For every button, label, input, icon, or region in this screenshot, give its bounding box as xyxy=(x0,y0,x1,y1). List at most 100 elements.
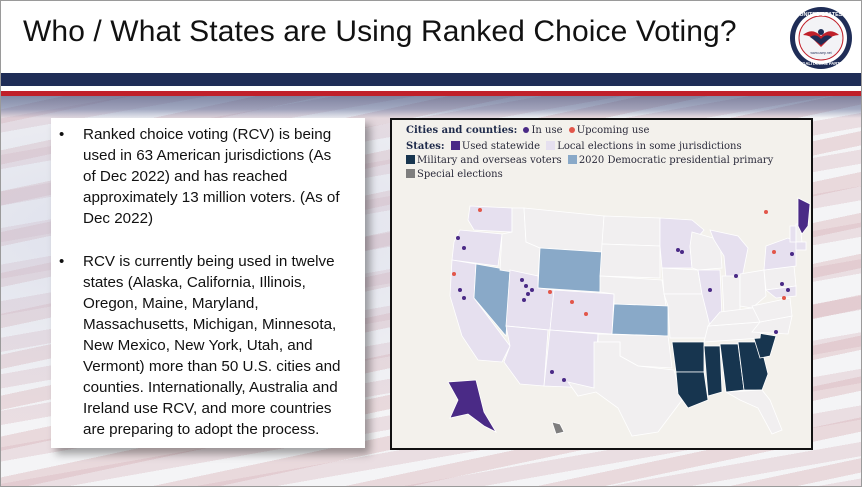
city-dot xyxy=(786,288,790,292)
city-dot xyxy=(530,288,534,292)
state-north-dakota xyxy=(601,215,661,247)
local-swatch-icon xyxy=(546,141,556,150)
state-iowa xyxy=(661,267,703,295)
state-alaska xyxy=(447,379,498,433)
bullet-1-text: Ranked choice voting (RCV) is being used… xyxy=(83,124,363,229)
city-dot xyxy=(458,288,462,292)
state-missouri xyxy=(663,293,711,339)
state-vermont xyxy=(789,225,797,243)
city-dot xyxy=(526,292,530,296)
state-hawaii xyxy=(551,421,565,435)
city-dot xyxy=(764,210,768,214)
in-use-city-dots xyxy=(456,236,794,382)
state-colorado xyxy=(549,289,615,335)
bullet-2-line: counties. Internationally, Australia and xyxy=(83,379,338,396)
state-florida xyxy=(724,389,783,435)
legend-military: Military and overseas voters xyxy=(417,155,562,166)
bullet-text-box: • Ranked choice voting (RCV) is being us… xyxy=(51,118,365,448)
city-dot xyxy=(584,312,588,316)
white-stripe xyxy=(1,86,861,91)
bullet-2-line: Vermont) more than 50 U.S. cities and xyxy=(83,358,341,375)
bullet-2-line: states (Alaska, California, Illinois, xyxy=(83,274,306,291)
legend-states-label: States: xyxy=(406,141,445,152)
state-kansas xyxy=(611,303,669,337)
legend-in-use: In use xyxy=(531,125,563,136)
legend-local: Local elections in some jurisdictions xyxy=(557,141,742,152)
legend-special: Special elections xyxy=(417,169,503,180)
bullet-1-line: used in 63 American jurisdictions (As xyxy=(83,147,332,164)
navy-stripe xyxy=(1,73,861,86)
city-dot xyxy=(524,284,528,288)
state-montana xyxy=(523,207,605,253)
city-dot xyxy=(456,236,460,240)
city-dot xyxy=(772,250,776,254)
city-dot xyxy=(676,248,680,252)
legend-cities-label: Cities and counties: xyxy=(406,125,518,136)
bullet-2-text: RCV is currently being used in twelve st… xyxy=(83,251,363,440)
state-arkansas xyxy=(671,341,705,373)
bullet-2-line: RCV is currently being used in twelve xyxy=(83,253,335,270)
state-indiana xyxy=(721,275,741,315)
special-swatch-icon xyxy=(406,169,415,178)
state-washington xyxy=(467,205,513,233)
logo-bottom-text: EGALITARIAN PARTY xyxy=(799,61,843,66)
flag-band xyxy=(1,96,861,118)
state-louisiana xyxy=(675,371,709,409)
state-virginia xyxy=(751,297,793,323)
city-dot xyxy=(780,282,784,286)
rcv-map-panel: Cities and counties: In use Upcoming use… xyxy=(390,118,813,450)
state-south-dakota xyxy=(599,243,661,279)
legend-row-cities: Cities and counties: In use Upcoming use xyxy=(406,125,649,136)
party-logo: UNITED STATES www.usep.net EGALITARIAN P… xyxy=(790,7,852,69)
state-maine xyxy=(797,197,811,235)
legend-row-states-3: Special elections xyxy=(406,169,503,180)
red-stripe xyxy=(1,91,861,96)
city-dot xyxy=(452,272,456,276)
legend-statewide: Used statewide xyxy=(461,141,540,152)
state-oregon xyxy=(451,229,503,267)
state-wyoming xyxy=(537,247,603,293)
state-nevada xyxy=(473,263,511,338)
title-bar: Who / What States are Using Ranked Choic… xyxy=(1,1,861,73)
city-dot xyxy=(774,330,778,334)
bullet-1-line: Ranked choice voting (RCV) is being xyxy=(83,126,332,143)
slide-title: Who / What States are Using Ranked Choic… xyxy=(23,15,737,48)
city-dot xyxy=(782,296,786,300)
bullet-2-line: Oregon, Maine, Maryland, xyxy=(83,295,259,312)
city-dot xyxy=(462,246,466,250)
legend-row-states-1: States: Used statewide Local elections i… xyxy=(406,141,742,152)
bullet-2-line: Ireland use RCV, and more countries xyxy=(83,400,332,417)
legend-upcoming: Upcoming use xyxy=(576,125,650,136)
city-dot xyxy=(562,378,566,382)
legend-primary: 2020 Democratic presidential primary xyxy=(578,155,774,166)
bullet-1-line: Dec 2022) xyxy=(83,210,154,227)
statewide-swatch-icon xyxy=(450,141,460,150)
bullet-marker-1: • xyxy=(59,126,65,143)
state-arizona xyxy=(503,325,549,387)
primary-swatch-icon xyxy=(567,155,577,164)
bullet-2-line: New Mexico, New York, Utah, and xyxy=(83,337,313,354)
military-swatch-icon xyxy=(406,155,415,164)
city-dot xyxy=(478,208,482,212)
legend-row-states-2: Military and overseas voters 2020 Democr… xyxy=(406,155,773,166)
city-dot xyxy=(708,288,712,292)
bullet-2-line: Massachusetts, Michigan, Minnesota, xyxy=(83,316,337,333)
state-ohio xyxy=(739,269,767,309)
city-dot xyxy=(550,370,554,374)
state-massachusetts xyxy=(795,241,807,251)
city-dot xyxy=(520,278,524,282)
city-dot xyxy=(462,296,466,300)
upcoming-city-dots xyxy=(452,208,786,316)
city-dot xyxy=(680,250,684,254)
in-use-dot-icon xyxy=(523,127,530,133)
logo-middle-text: www.usep.net xyxy=(810,51,831,55)
state-new-mexico xyxy=(543,329,599,389)
city-dot xyxy=(734,274,738,278)
city-dot xyxy=(790,252,794,256)
us-map xyxy=(447,197,811,437)
bullet-marker-2: • xyxy=(59,253,65,270)
upcoming-dot-icon xyxy=(568,127,575,133)
state-new-york xyxy=(763,237,797,271)
city-dot xyxy=(548,290,552,294)
